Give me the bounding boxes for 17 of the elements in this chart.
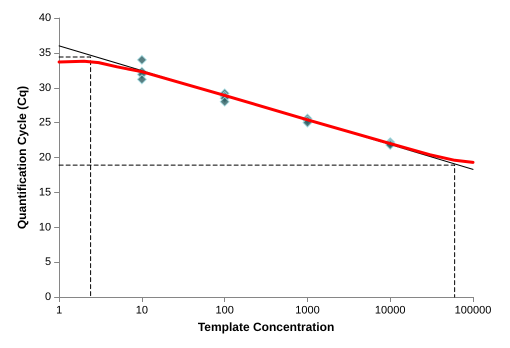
y-tick-label: 35: [38, 46, 52, 59]
y-axis-title: Quantification Cycle (Cq): [15, 86, 29, 230]
y-tick-label: 10: [38, 221, 52, 234]
x-tick-label: 1000: [295, 304, 320, 316]
y-tick-label: 5: [45, 256, 52, 268]
y-tick-label: 40: [38, 12, 52, 24]
y-tick-label: 20: [38, 152, 52, 164]
x-tick-label: 100000: [454, 304, 492, 316]
y-tick-label: 0: [45, 291, 52, 303]
x-axis-title: Template Concentration: [198, 320, 334, 334]
y-tick-label: 25: [38, 116, 52, 129]
x-tick-label: 10: [136, 304, 148, 316]
y-tick-label: 30: [38, 82, 52, 94]
x-tick-label: 10000: [374, 304, 406, 316]
x-tick-label: 100: [216, 304, 234, 316]
x-tick-label: 1: [56, 304, 62, 316]
y-tick-label: 15: [38, 186, 52, 198]
